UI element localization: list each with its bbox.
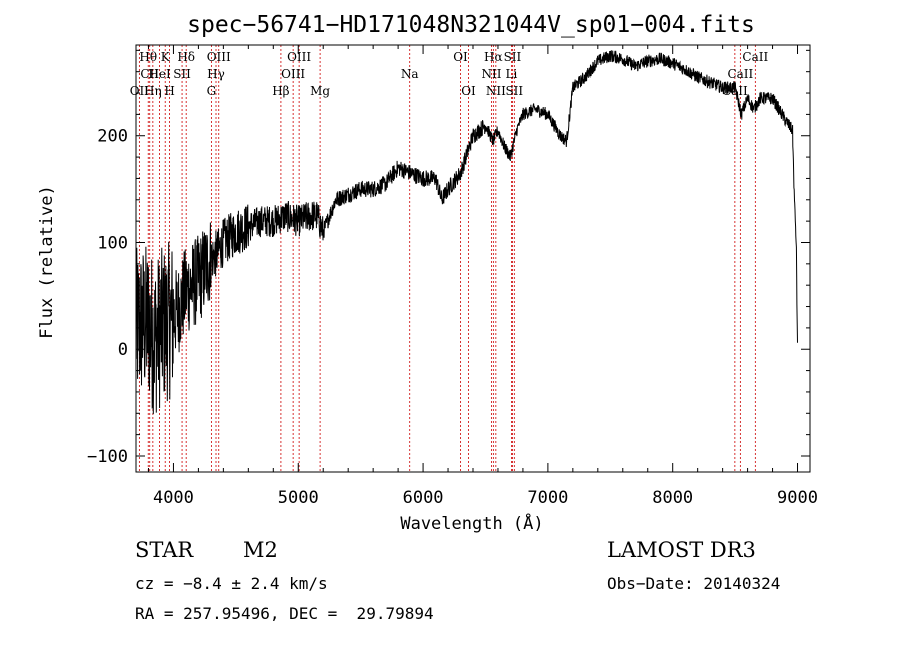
spectral-line-label: CaII	[742, 50, 768, 64]
spectral-line-markers	[138, 45, 756, 472]
spectral-line-label: Hγ	[207, 67, 225, 81]
object-class: STAR	[135, 538, 194, 562]
spectral-line-label: Li	[506, 67, 518, 81]
y-axis-label: Flux (relative)	[37, 185, 57, 339]
spectral-line-label: G	[207, 84, 217, 98]
spectral-line-label: Hδ	[177, 50, 195, 64]
x-tick-label: 7000	[527, 488, 568, 508]
spectral-line-label: OII	[130, 84, 150, 98]
spectral-line-label: NII	[486, 84, 506, 98]
spectral-line-label: OIII	[207, 50, 231, 64]
spectral-line-label: K	[161, 50, 171, 64]
spectral-line-label: Na	[401, 67, 419, 81]
y-tick-label: 0	[118, 340, 128, 360]
spectral-line-label: OI	[453, 50, 468, 64]
spectral-line-label: Hβ	[272, 84, 289, 98]
y-tick-label: 100	[97, 233, 128, 253]
spectral-line-label: Hα	[484, 50, 503, 64]
spectral-line-label: OIII	[287, 50, 311, 64]
spectrum-line	[135, 50, 798, 415]
spectral-line-label: OIII	[281, 67, 305, 81]
x-tick-label: 6000	[403, 488, 444, 508]
spectral-line-label: HeI	[148, 67, 171, 81]
observation-date: Obs−Date: 20140324	[607, 574, 781, 593]
spectral-line-label: Hθ	[139, 50, 157, 64]
chart-title: spec−56741−HD171048N321044V_sp01−004.fit…	[187, 12, 755, 38]
spectral-line-label: CII	[140, 67, 159, 81]
spectral-line-label: Mg	[310, 84, 330, 98]
redshift-value: cz = −8.4 ± 2.4 km/s	[135, 574, 328, 593]
x-tick-label: 5000	[278, 488, 319, 508]
spectral-line-label: SII	[504, 50, 522, 64]
spectral-line-label: OI	[461, 84, 476, 98]
axis-ticks: 4000 5000 6000 7000 8000 9000 −100 0 100 200	[87, 45, 818, 508]
spectral-line-label: CaII	[727, 67, 753, 81]
x-tick-label: 4000	[153, 488, 194, 508]
object-subclass: M2	[243, 538, 278, 562]
x-axis-label: Wavelength (Å)	[400, 512, 543, 534]
survey-name: LAMOST DR3	[607, 538, 756, 562]
y-tick-label: 200	[97, 127, 128, 147]
x-tick-label: 9000	[777, 488, 818, 508]
spectral-line-label: Hη	[144, 84, 162, 98]
spectral-line-label: SII	[173, 67, 191, 81]
spectral-line-labels: Hθ CII OII HeI Hη K H SII Hδ OIII Hγ G Hβ OIII OIII Mg N…	[130, 50, 769, 98]
x-tick-label: 8000	[652, 488, 693, 508]
y-tick-label: −100	[87, 447, 128, 467]
sky-coordinates: RA = 257.95496, DEC = 29.79894	[135, 604, 434, 623]
spectral-line-label: NII	[481, 67, 501, 81]
spectral-line-label: SII	[505, 84, 523, 98]
plot-frame	[135, 44, 811, 473]
spectral-line-label: H	[164, 84, 174, 98]
